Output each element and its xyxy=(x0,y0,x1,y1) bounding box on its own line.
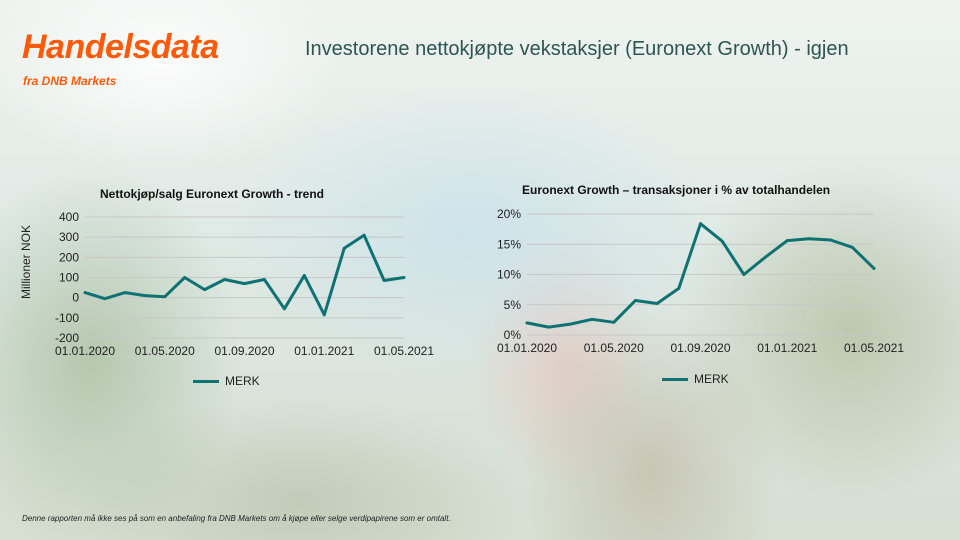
chart1-ylabel: Millioner NOK xyxy=(19,225,33,299)
brand-subtitle: fra DNB Markets xyxy=(23,74,117,88)
chart2-data-point xyxy=(634,299,637,302)
chart2-ytick-label: 20% xyxy=(497,207,521,221)
chart2-legend-label: MERK xyxy=(694,372,729,386)
chart1-xtick-label: 01.05.2021 xyxy=(374,344,434,358)
chart1-xtick-label: 01.09.2020 xyxy=(214,344,274,358)
chart1-data-point xyxy=(103,297,107,301)
chart1-legend-swatch xyxy=(193,379,219,383)
chart2-xtick-label: 01.01.2021 xyxy=(757,341,817,355)
chart1-xtick-label: 01.01.2021 xyxy=(294,344,354,358)
chart2-data-point xyxy=(785,239,789,243)
chart1-ytick-label: 100 xyxy=(59,271,79,285)
chart1-ytick-label: 0 xyxy=(72,291,79,305)
chart1-data-point xyxy=(263,278,266,281)
chart1-data-point xyxy=(163,295,167,299)
chart2-series-line xyxy=(525,222,876,329)
chart1-legend-label: MERK xyxy=(225,374,260,388)
chart2-title: Euronext Growth – transaksjoner i % av t… xyxy=(522,183,831,197)
chart1-ytick-label: -200 xyxy=(55,331,79,345)
chart1-data-point xyxy=(302,274,306,277)
chart2-data-point xyxy=(612,320,616,324)
chart1-series-line xyxy=(83,233,406,317)
chart1-ytick-label: -100 xyxy=(55,311,79,325)
chart1-ytick-label: 300 xyxy=(59,230,79,244)
chart2-ytick-label: 5% xyxy=(504,298,522,312)
chart1-data-point xyxy=(342,246,346,250)
chart2-data-point xyxy=(547,325,551,329)
chart2-xtick-label: 01.01.2020 xyxy=(497,341,557,355)
chart1-data-point xyxy=(143,294,147,298)
chart1-data-point xyxy=(362,233,366,237)
chart1-data-point xyxy=(223,278,226,281)
chart1-data-point xyxy=(83,291,87,295)
chart1-data-point xyxy=(243,282,246,285)
chart2-data-point xyxy=(850,245,854,249)
chart2-ytick-label: 10% xyxy=(497,268,521,282)
chart2-data-point xyxy=(829,238,833,242)
chart2-data-point xyxy=(764,255,767,259)
chart2-xtick-label: 01.05.2020 xyxy=(584,341,644,355)
chart1-data-point xyxy=(322,313,326,317)
chart2-data-point xyxy=(677,287,681,290)
chart2-data-point xyxy=(807,237,811,241)
slide-title: Investorene nettokjøpte vekstaksjer (Eur… xyxy=(305,38,849,60)
chart1-data-point xyxy=(402,276,406,279)
chart1-legend: MERK xyxy=(193,374,260,388)
chart1-data-point xyxy=(382,279,386,282)
chart2-data-point xyxy=(655,302,659,305)
chart1-data-point xyxy=(183,276,187,279)
chart1-title: Nettokjøp/salg Euronext Growth - trend xyxy=(100,187,325,201)
chart1-data-point xyxy=(123,291,127,295)
brand-title: Handelsdata xyxy=(22,28,219,66)
chart2-data-point xyxy=(872,267,876,270)
chart1-xtick-label: 01.01.2020 xyxy=(55,344,115,358)
chart2-xtick-label: 01.05.2021 xyxy=(844,341,904,355)
chart1-xtick-label: 01.05.2020 xyxy=(135,344,195,358)
chart2-ytick-label: 0% xyxy=(504,328,522,342)
chart2-data-point xyxy=(742,273,746,276)
chart1-ytick-label: 400 xyxy=(59,210,79,224)
chart2-legend: MERK xyxy=(662,372,729,386)
chart1-data-point xyxy=(282,307,286,311)
chart2-data-point xyxy=(590,317,594,321)
chart2-plot: 20% 15% 10% 5% 0%01.01.2020 01.05.2020 01.09.2… xyxy=(497,207,904,355)
chart1-data-point xyxy=(203,288,207,291)
chart2-data-point xyxy=(699,222,702,226)
chart2-ytick-label: 15% xyxy=(497,237,521,251)
disclaimer-footnote: Denne rapporten må ikke ses på som en an… xyxy=(22,514,451,523)
chart2-data-point xyxy=(525,321,529,325)
chart1-ytick-label: 200 xyxy=(59,250,79,264)
chart2-xtick-label: 01.09.2020 xyxy=(670,341,730,355)
chart2-data-point xyxy=(720,239,724,243)
chart2-legend-swatch xyxy=(662,377,688,381)
chart2-data-point xyxy=(568,322,572,326)
